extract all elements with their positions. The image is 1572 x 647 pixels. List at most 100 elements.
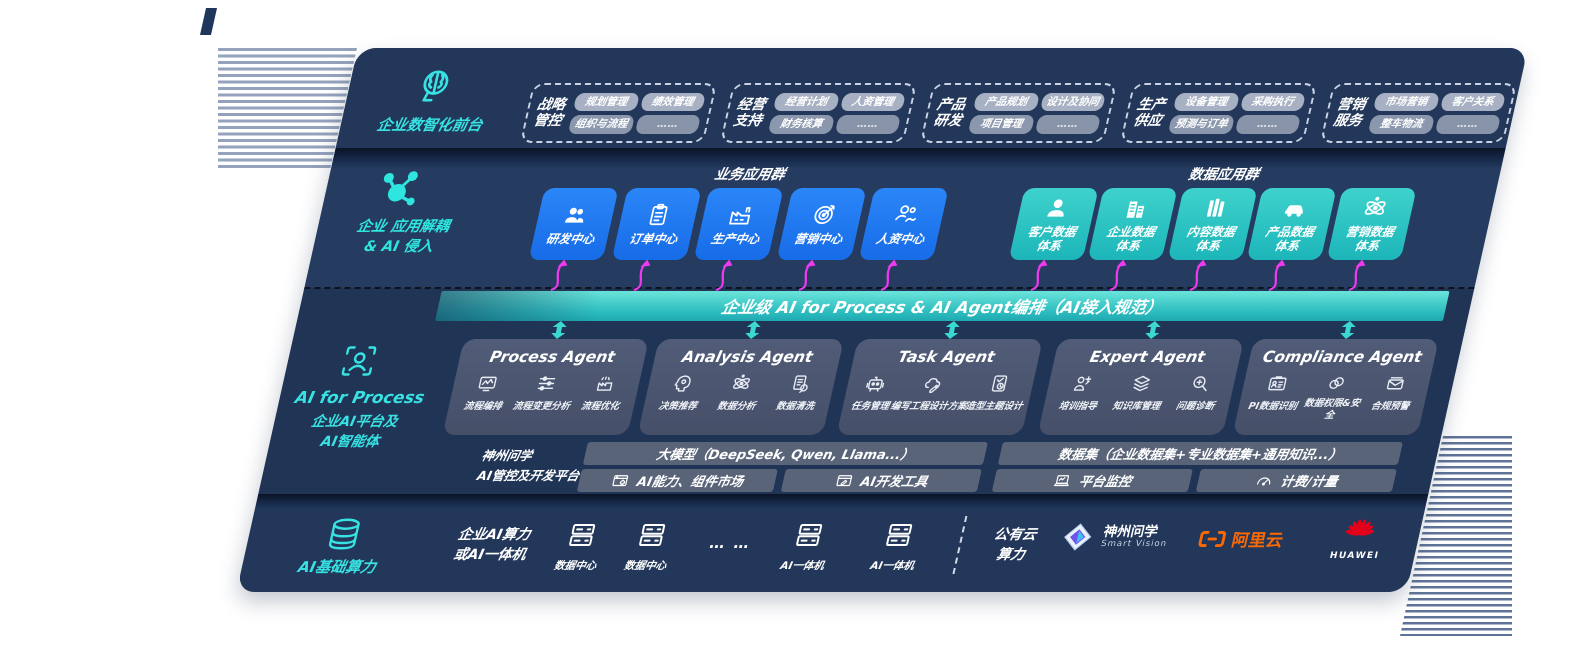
server-icon xyxy=(791,520,828,550)
ai-platform-label-line2: AI智能体 xyxy=(319,434,381,451)
billing-bar-label: 计费/计量 xyxy=(1278,475,1339,490)
front-group-marketing: 营销服务 市场营销 客户关系 整车物流 …… xyxy=(1319,83,1518,143)
magenta-arrow xyxy=(633,259,651,291)
magenta-arrow xyxy=(715,259,733,291)
chip: 组织与流程 xyxy=(567,115,635,134)
chip: 项目管理 xyxy=(967,115,1035,134)
agent-item: 数据分析 xyxy=(706,373,772,412)
center-box-rd: 研发中心 xyxy=(528,188,619,291)
orchestration-bar: 企业级 AI for Process & AI Agent编排（AI接入规范） xyxy=(434,291,1450,321)
decouple-label: 企业 应用解耦 & AI 侵入 xyxy=(311,218,490,257)
agent-items: 决策推荐 数据分析 数据清洗 xyxy=(648,373,832,412)
flow-chart-icon xyxy=(475,373,501,394)
chip: 人资管理 xyxy=(839,92,907,111)
magenta-arrow xyxy=(1030,259,1048,291)
training-icon xyxy=(1070,373,1096,394)
data-box-label: 企业数据体系 xyxy=(1105,224,1157,253)
infrastructure-label: AI基础算力 xyxy=(296,558,378,576)
gauge-icon xyxy=(1253,472,1275,490)
chip: 设计及协同 xyxy=(1039,92,1107,111)
scan-person-icon xyxy=(337,343,381,379)
atom-icon xyxy=(729,373,755,394)
server-icon xyxy=(564,520,601,550)
corner-notch-decoration xyxy=(199,8,218,35)
chip: 整车物流 xyxy=(1367,115,1435,134)
magnifier-icon xyxy=(1187,373,1213,394)
center-box-hr: 人资中心 xyxy=(858,188,949,291)
decouple-label-line2: & AI 侵入 xyxy=(362,238,435,255)
alicloud-name: 阿里云 xyxy=(1229,531,1286,551)
teal-double-arrow xyxy=(1145,321,1161,339)
robot-icon xyxy=(862,373,888,394)
group-title: 生产供应 xyxy=(1131,96,1168,129)
ai-brain-icon xyxy=(409,66,458,106)
magenta-arrow xyxy=(1109,259,1127,291)
ai-for-process-label: AI for Process xyxy=(293,388,427,407)
chip-ellipsis: …… xyxy=(1034,115,1102,134)
server-icon xyxy=(881,520,918,550)
devtools-bar: AI开发工具 xyxy=(780,469,982,492)
agent-title: Compliance Agent xyxy=(1261,348,1424,366)
envelope-icon xyxy=(1382,373,1408,394)
molecule-icon xyxy=(373,170,424,212)
layers-icon xyxy=(1129,373,1155,394)
chip: 采购执行 xyxy=(1239,92,1307,111)
chip-ellipsis: …… xyxy=(834,115,902,134)
center-box-label: 订单中心 xyxy=(627,231,679,246)
chip-ellipsis: …… xyxy=(1434,115,1502,134)
group-chips: 产品规划 设计及协同 项目管理 …… xyxy=(967,92,1107,134)
agent-item: 合规预警 xyxy=(1358,373,1427,422)
group-chips: 规划管理 绩效管理 组织与流程 …… xyxy=(567,92,707,134)
target-icon xyxy=(808,202,840,228)
people-icon xyxy=(560,202,592,228)
group-title: 战略管控 xyxy=(531,96,568,129)
sliders-icon xyxy=(534,373,560,394)
shelf-edge-2 xyxy=(254,494,1429,510)
car-icon xyxy=(1279,195,1311,221)
data-box-label: 营销数据体系 xyxy=(1344,224,1396,253)
data-box-product: 产品数据体系 xyxy=(1246,188,1337,291)
shelf-edge-1 xyxy=(331,148,1506,168)
clipboard-icon xyxy=(643,202,675,228)
agent-title: Task Agent xyxy=(896,348,997,366)
laptop-icon xyxy=(1051,472,1073,490)
tablet-check-icon xyxy=(986,373,1012,394)
front-group-strategy: 战略管控 规划管理 绩效管理 组织与流程 …… xyxy=(519,83,718,143)
infrastructure-ellipsis: … … xyxy=(707,534,753,552)
chip: 市场营销 xyxy=(1372,92,1440,111)
agent-item: 流程编排 xyxy=(453,373,519,412)
data-box-label: 客户数据体系 xyxy=(1026,224,1078,253)
rings-icon xyxy=(1324,373,1350,394)
chip: 经营计划 xyxy=(772,92,840,111)
chip: 产品规划 xyxy=(972,92,1040,111)
atom-icon xyxy=(1359,195,1391,221)
chip: 规划管理 xyxy=(572,92,640,111)
agent-item: 数据权限&安全 xyxy=(1299,373,1368,422)
agent-item: 决策推荐 xyxy=(648,373,714,412)
group-title: 产品研发 xyxy=(931,96,968,129)
teal-double-arrow xyxy=(551,321,567,339)
center-box-label: 营销中心 xyxy=(792,231,844,246)
huawei-flower-icon xyxy=(1345,519,1375,536)
monitor-bar-label: 平台监控 xyxy=(1077,475,1133,490)
alicloud-logo: 阿里云 xyxy=(1194,526,1287,551)
decouple-label-line1: 企业 应用解耦 xyxy=(355,219,451,235)
monitor-bar: 平台监控 xyxy=(991,469,1193,492)
public-cloud-label: 公有云 算力 xyxy=(968,526,1057,565)
group-title: 经营支持 xyxy=(731,96,768,129)
magenta-arrow xyxy=(1348,259,1366,291)
agent-item: 培训指导 xyxy=(1048,373,1114,412)
agent-items: 培训指导 知识库管理 问题诊断 xyxy=(1048,373,1232,412)
capability-bar: AI能力、组件市场 xyxy=(576,469,778,492)
billing-bar: 计费/计量 xyxy=(1195,469,1397,492)
chip: 绩效管理 xyxy=(639,92,707,111)
models-bar: 大模型（DeepSeek, Qwen, Llama...） xyxy=(582,442,988,465)
agent-card-compliance: Compliance Agent PI数据识别 数据权限&安全 合规预警 xyxy=(1232,339,1439,435)
window-gear-icon xyxy=(609,472,631,490)
teal-double-arrow xyxy=(1340,321,1356,339)
chip: 财务核算 xyxy=(767,115,835,134)
window-pen-icon xyxy=(833,472,855,490)
group-chips: 设备管理 采购执行 预测与订单 …… xyxy=(1167,92,1307,134)
agent-card-process: Process Agent 流程编排 流程变更分析 流程优化 xyxy=(442,339,649,435)
front-group-product: 产品研发 产品规划 设计及协同 项目管理 …… xyxy=(919,83,1118,143)
